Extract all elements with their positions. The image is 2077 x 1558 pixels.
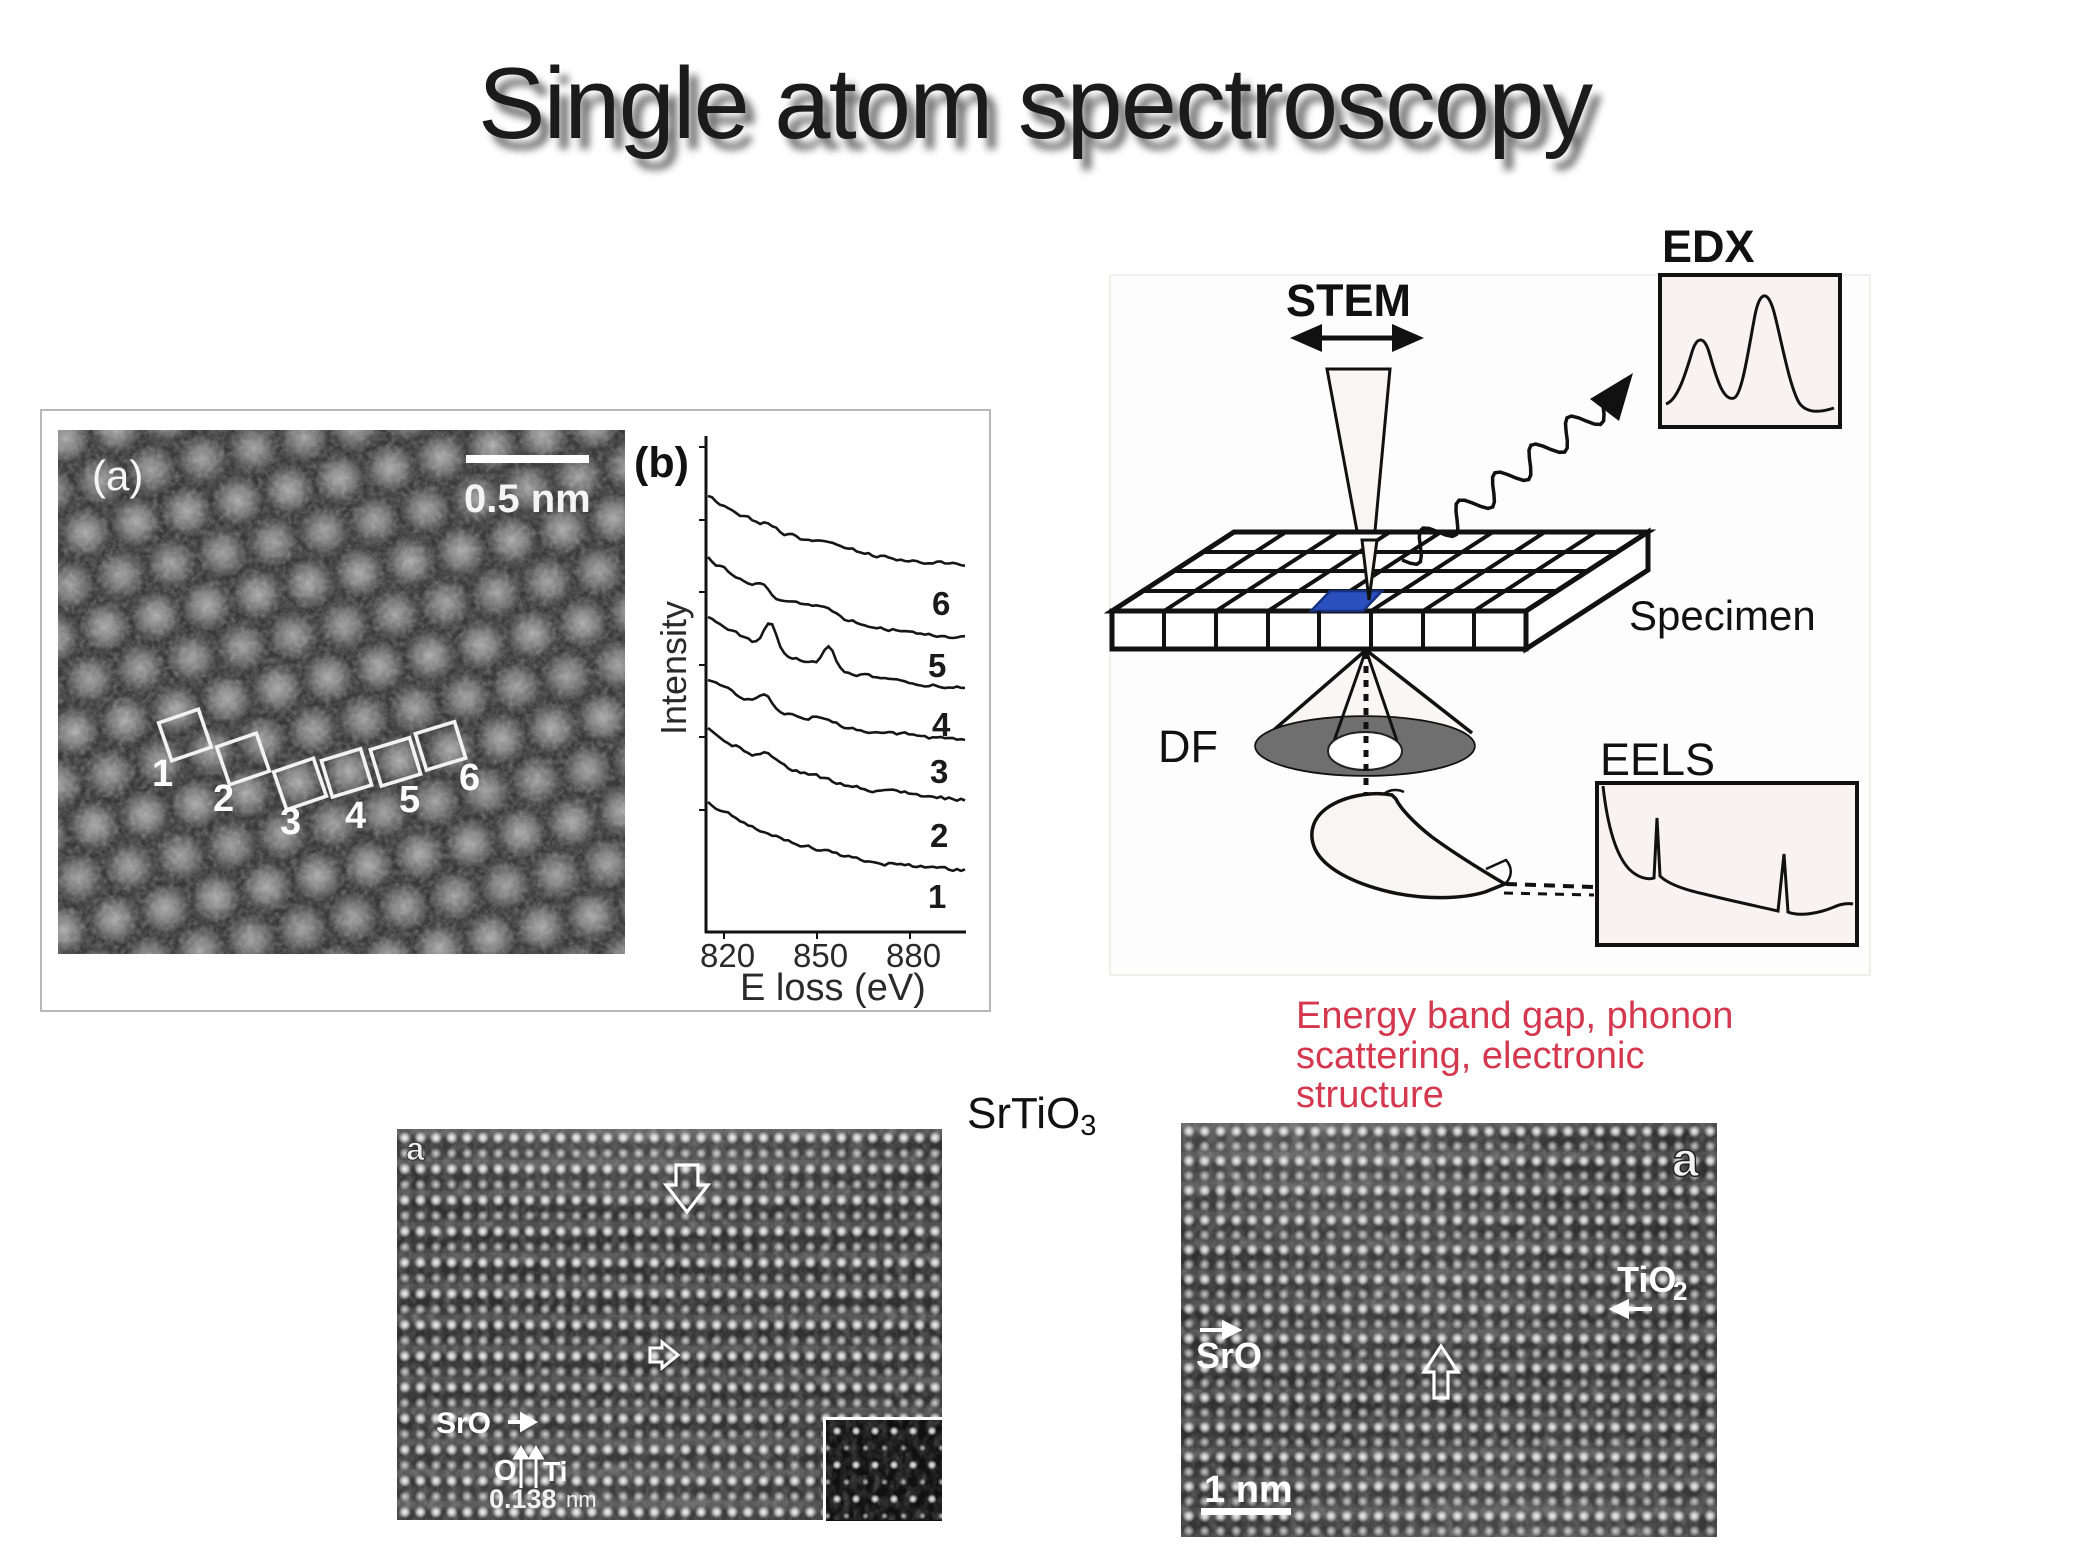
- svg-text:Intensity: Intensity: [653, 601, 694, 735]
- svg-text:1 nm: 1 nm: [1204, 1469, 1293, 1511]
- svg-text:6: 6: [932, 585, 950, 622]
- svg-text:0.138: 0.138: [489, 1484, 557, 1514]
- svg-text:4: 4: [345, 795, 366, 837]
- svg-text:nm: nm: [566, 1487, 597, 1512]
- svg-text:O: O: [494, 1455, 517, 1487]
- svg-text:2: 2: [213, 778, 234, 820]
- svg-text:Ti: Ti: [543, 1456, 567, 1487]
- svg-text:STEM: STEM: [1286, 275, 1411, 326]
- svg-text:SrO: SrO: [436, 1407, 491, 1440]
- svg-text:1: 1: [152, 753, 173, 795]
- svg-text:4: 4: [932, 706, 951, 743]
- svg-text:0.5 nm: 0.5 nm: [464, 477, 591, 521]
- svg-text:880: 880: [886, 937, 941, 974]
- svg-text:(a): (a): [92, 452, 143, 499]
- svg-text:a: a: [1672, 1134, 1699, 1187]
- svg-text:TiO: TiO: [1617, 1259, 1676, 1300]
- svg-text:(b): (b): [634, 439, 689, 487]
- svg-text:850: 850: [793, 937, 848, 974]
- svg-text:EDX: EDX: [1662, 221, 1755, 272]
- svg-text:2: 2: [930, 817, 948, 854]
- svg-text:5: 5: [928, 647, 946, 684]
- svg-text:820: 820: [700, 937, 755, 974]
- svg-text:5: 5: [399, 779, 420, 821]
- svg-text:a: a: [406, 1130, 425, 1167]
- svg-text:2: 2: [1673, 1276, 1687, 1306]
- svg-text:6: 6: [459, 757, 480, 799]
- svg-text:Specimen: Specimen: [1629, 592, 1816, 639]
- svg-text:3: 3: [930, 753, 948, 790]
- svg-text:1: 1: [928, 878, 946, 915]
- svg-text:DF: DF: [1158, 721, 1218, 772]
- svg-text:E loss (eV): E loss (eV): [740, 967, 926, 1009]
- svg-text:3: 3: [280, 801, 301, 843]
- svg-text:EELS: EELS: [1600, 734, 1715, 785]
- svg-text:SrO: SrO: [1196, 1335, 1262, 1376]
